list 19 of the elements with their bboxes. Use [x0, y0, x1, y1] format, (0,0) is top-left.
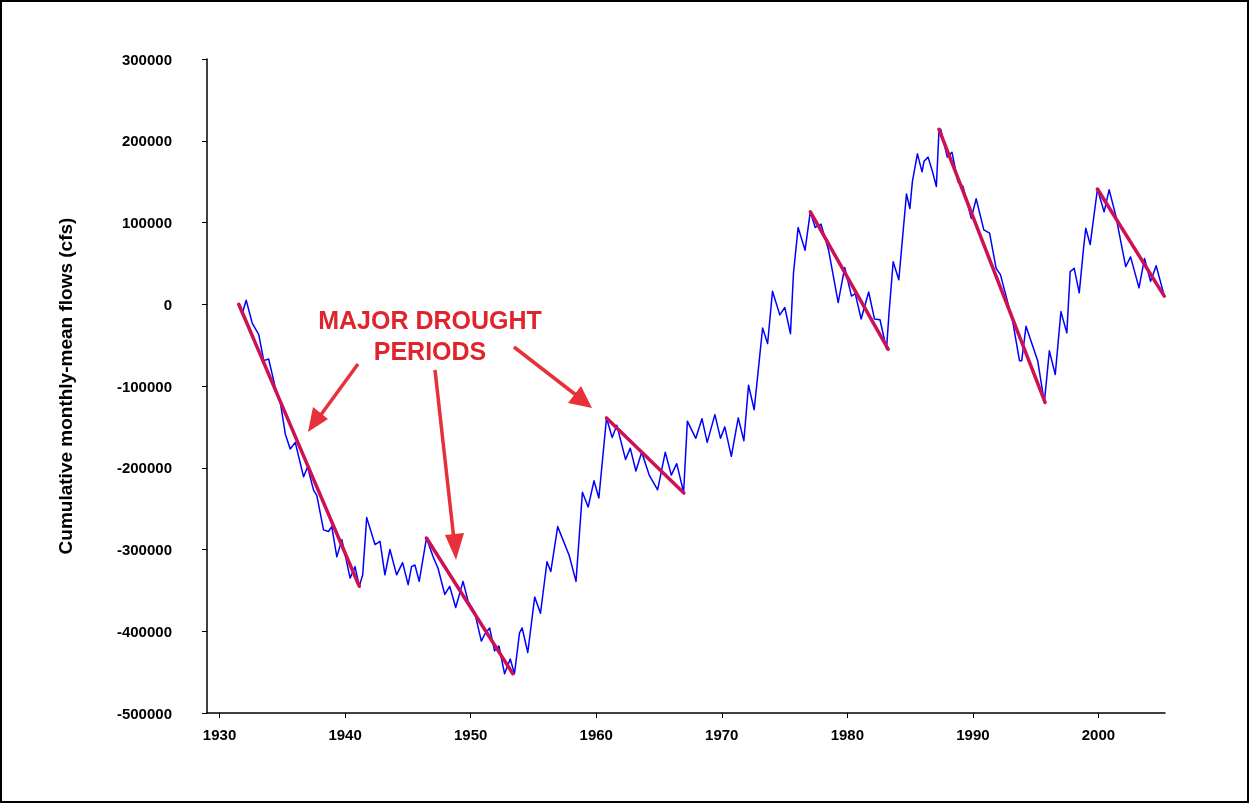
y-tick-label: 300000 [121, 50, 172, 68]
y-axis-title: Cumulative monthly-mean flows (cfs) [55, 217, 76, 555]
x-tick-label: 1930 [202, 726, 237, 743]
y-tick-label: 200000 [121, 132, 172, 150]
y-tick-label: -400000 [116, 622, 172, 640]
x-tick-label: 1980 [830, 726, 865, 743]
y-tick-label: -100000 [116, 377, 172, 395]
x-tick-label: 1960 [579, 726, 613, 743]
x-tick-label: 2000 [1081, 726, 1116, 743]
x-tick-label: 1950 [453, 726, 488, 743]
x-tick-label: 1990 [956, 726, 990, 743]
x-tick-label: 1970 [705, 726, 739, 743]
y-tick-label: -200000 [116, 459, 172, 477]
y-tick-label: -300000 [116, 541, 172, 558]
annotation: MAJOR DROUGHT PERIODS [317, 305, 543, 367]
y-tick-label: -500000 [116, 704, 172, 722]
x-tick-label: 1940 [328, 726, 362, 743]
y-tick-label: 100000 [121, 214, 172, 231]
y-tick-label: 0 [163, 295, 172, 313]
